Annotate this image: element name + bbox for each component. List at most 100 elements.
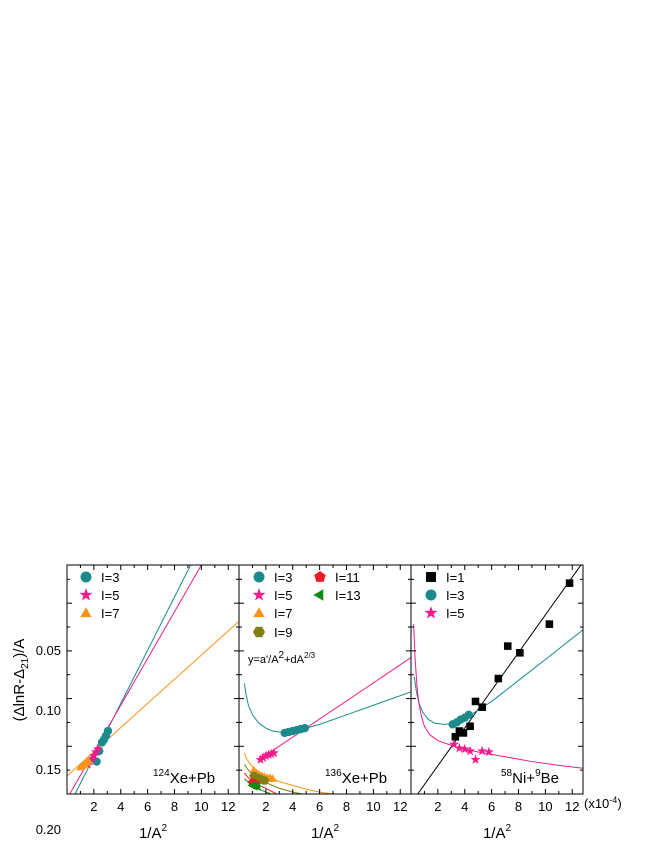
x-tick-label: 6 (316, 799, 323, 814)
legend-label: I=1 (446, 570, 464, 585)
panel-1: 2 4 6 8 10 12 (66, 564, 240, 814)
x-tick-label: 12 (221, 799, 235, 814)
data-point (451, 732, 460, 741)
y-axis-label-tail: )/A (11, 639, 28, 658)
data-point (255, 754, 266, 764)
annotation-text-ni: Ni+ (512, 770, 535, 787)
x-tick-label: 4 (117, 799, 124, 814)
legend-label: I=3 (274, 570, 292, 585)
panel-3: 2 4 6 8 10 12 (410, 564, 584, 814)
data-point (268, 747, 279, 758)
legend-label: I=7 (101, 606, 119, 621)
data-point (477, 745, 488, 756)
x-tick-label: 2 (262, 799, 269, 814)
y-axis-label-main: (ΔlnR-Δ (11, 669, 28, 722)
y-tick-label: 0.05 (36, 643, 61, 658)
x-label-main: 1/A (139, 825, 162, 842)
x-label-main: 1/A (483, 825, 506, 842)
x-scale-close: ) (617, 796, 621, 811)
data-point (464, 710, 473, 720)
svg-text:58Ni+9Be: 58Ni+9Be (501, 768, 559, 787)
panels: 2 4 6 8 10 12 2 4 6 8 10 12 2 4 6 8 10 12 (66, 564, 584, 814)
data-point (483, 746, 494, 757)
x-tick-label: 6 (488, 799, 495, 814)
data-point (545, 620, 554, 628)
legend-marker (424, 606, 438, 619)
legend-label: I=3 (101, 570, 119, 585)
x-tick-label: 12 (393, 799, 407, 814)
y-tick-label: 0.15 (36, 762, 61, 777)
data-point (470, 754, 481, 764)
data-point (268, 774, 277, 782)
legend-marker (253, 571, 265, 583)
data-point (455, 727, 464, 735)
annotation-mass-58: 58 (501, 768, 513, 779)
legend-marker (253, 607, 265, 618)
data-point (260, 750, 271, 761)
svg-text:136Xe+Pb: 136Xe+Pb (325, 768, 387, 787)
y-tick-label: 0.20 (36, 822, 61, 837)
legend-entry: I=3 (80, 570, 119, 585)
fit-curve (258, 657, 411, 761)
legend-label: I=13 (335, 588, 361, 603)
data-point (478, 703, 486, 711)
svg-text:(ΔlnR-Δ21)/A: (ΔlnR-Δ21)/A (11, 639, 31, 722)
data-point (252, 782, 261, 791)
data-point (92, 743, 103, 754)
legend-marker (252, 588, 266, 601)
x-tick-label: 2 (434, 799, 441, 814)
legend-panel-1: I=3 I=5 I=7 (79, 570, 119, 621)
x-tick-label: 12 (565, 799, 579, 814)
formula-mid: +dA (284, 654, 305, 666)
x-tick-label: 10 (366, 799, 380, 814)
plot-area-2 (243, 657, 411, 794)
y-tick-label: 0.10 (36, 703, 61, 718)
legend-marker (80, 571, 92, 583)
legend-panel-2: I=3 I=5 I=7 I=9 I=11 I=13 (252, 570, 361, 640)
fit-curve (67, 620, 239, 777)
x-label-main: 1/A (311, 825, 334, 842)
formula-sup1: 2 (279, 650, 285, 661)
data-point (449, 739, 459, 749)
x-label-sup: 2 (333, 823, 339, 834)
legend-label: I=3 (446, 588, 464, 603)
x-tick-label: 4 (461, 799, 468, 814)
data-point (266, 748, 277, 759)
legend-marker (252, 626, 266, 638)
data-point (84, 756, 93, 764)
legend-label: I=9 (274, 625, 292, 640)
panel-2: 2 4 6 8 10 12 (238, 564, 412, 814)
x-tick-label: 10 (194, 799, 208, 814)
x-tick-label: 2 (90, 799, 97, 814)
x-label-sup: 2 (505, 823, 511, 834)
data-point (258, 752, 269, 762)
legend-entry: I=1 (426, 570, 464, 585)
data-point (503, 642, 512, 650)
legend-entry: I=5 (252, 588, 292, 603)
fit-curve (413, 624, 583, 769)
legend-entry: I=13 (313, 588, 361, 603)
fit-formula: y=a'/A2+dA2/3 (248, 650, 316, 666)
formula-sup2: 2/3 (304, 651, 316, 660)
data-point (466, 722, 474, 731)
legend-marker (426, 572, 436, 582)
x-label-sup: 2 (161, 823, 167, 834)
x-tick-label: 6 (144, 799, 151, 814)
y-axis-label-sub: 21 (20, 657, 31, 669)
legends: I=3 I=5 I=7 I=3 I=5 I=7 I=9 I=11 I=13 I=1 I=3 I=5 (79, 570, 464, 640)
panel-annotation-124xe-pb: 124Xe+Pb (153, 768, 215, 787)
svg-text:y=a'/A2+dA2/3: y=a'/A2+dA2/3 (248, 650, 316, 666)
legend-entry: I=5 (79, 588, 119, 603)
x-tick-label: 10 (538, 799, 552, 814)
data-point (565, 579, 574, 587)
panel-annotation-136xe-pb: 136Xe+Pb (325, 768, 387, 787)
data-point (103, 726, 113, 736)
data-point (263, 749, 274, 760)
svg-text:124Xe+Pb: 124Xe+Pb (153, 768, 215, 787)
annotation-text-be: Be (541, 770, 559, 787)
annotation-text-xepb: Xe+Pb (170, 770, 215, 787)
legend-panel-3: I=1 I=3 I=5 (424, 570, 464, 621)
x-tick-label: 8 (171, 799, 178, 814)
legend-label: I=5 (274, 588, 292, 603)
panel-frame (410, 564, 584, 795)
